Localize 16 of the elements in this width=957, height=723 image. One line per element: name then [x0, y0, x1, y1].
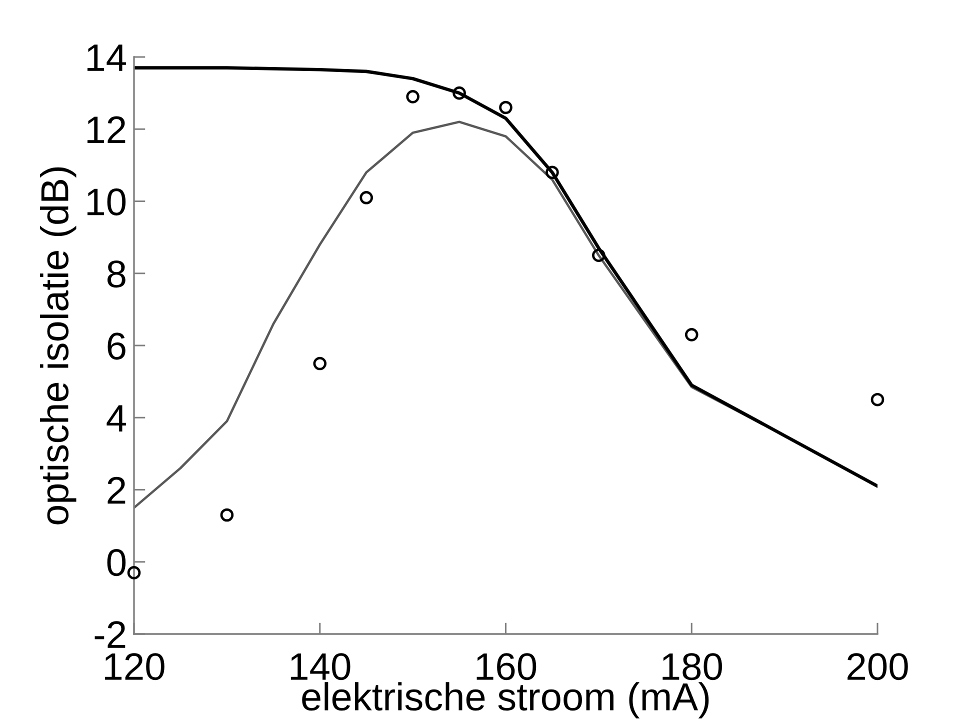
x-tick-label: 160: [476, 653, 536, 680]
y-tick-label: 2: [108, 476, 126, 504]
y-tick-label: 4: [106, 405, 126, 432]
x-tick-label: 140: [290, 653, 350, 680]
y-axis-title: optische isolatie (dB): [40, 167, 76, 524]
y-tick-label: -2: [94, 621, 126, 648]
y-tick-label: 6: [108, 332, 126, 360]
x-tick-label: 200: [848, 653, 908, 680]
x-axis-title: elektrische stroom (mA): [302, 682, 709, 718]
y-tick-label: 0: [107, 549, 126, 576]
y-tick-label: 12: [87, 116, 126, 143]
x-tick-label: 120: [105, 653, 164, 680]
y-tick-label: 8: [107, 260, 126, 288]
x-tick-label: 180: [662, 653, 722, 680]
y-tick-label: 14: [87, 44, 126, 71]
y-tick-label: 10: [87, 188, 126, 216]
